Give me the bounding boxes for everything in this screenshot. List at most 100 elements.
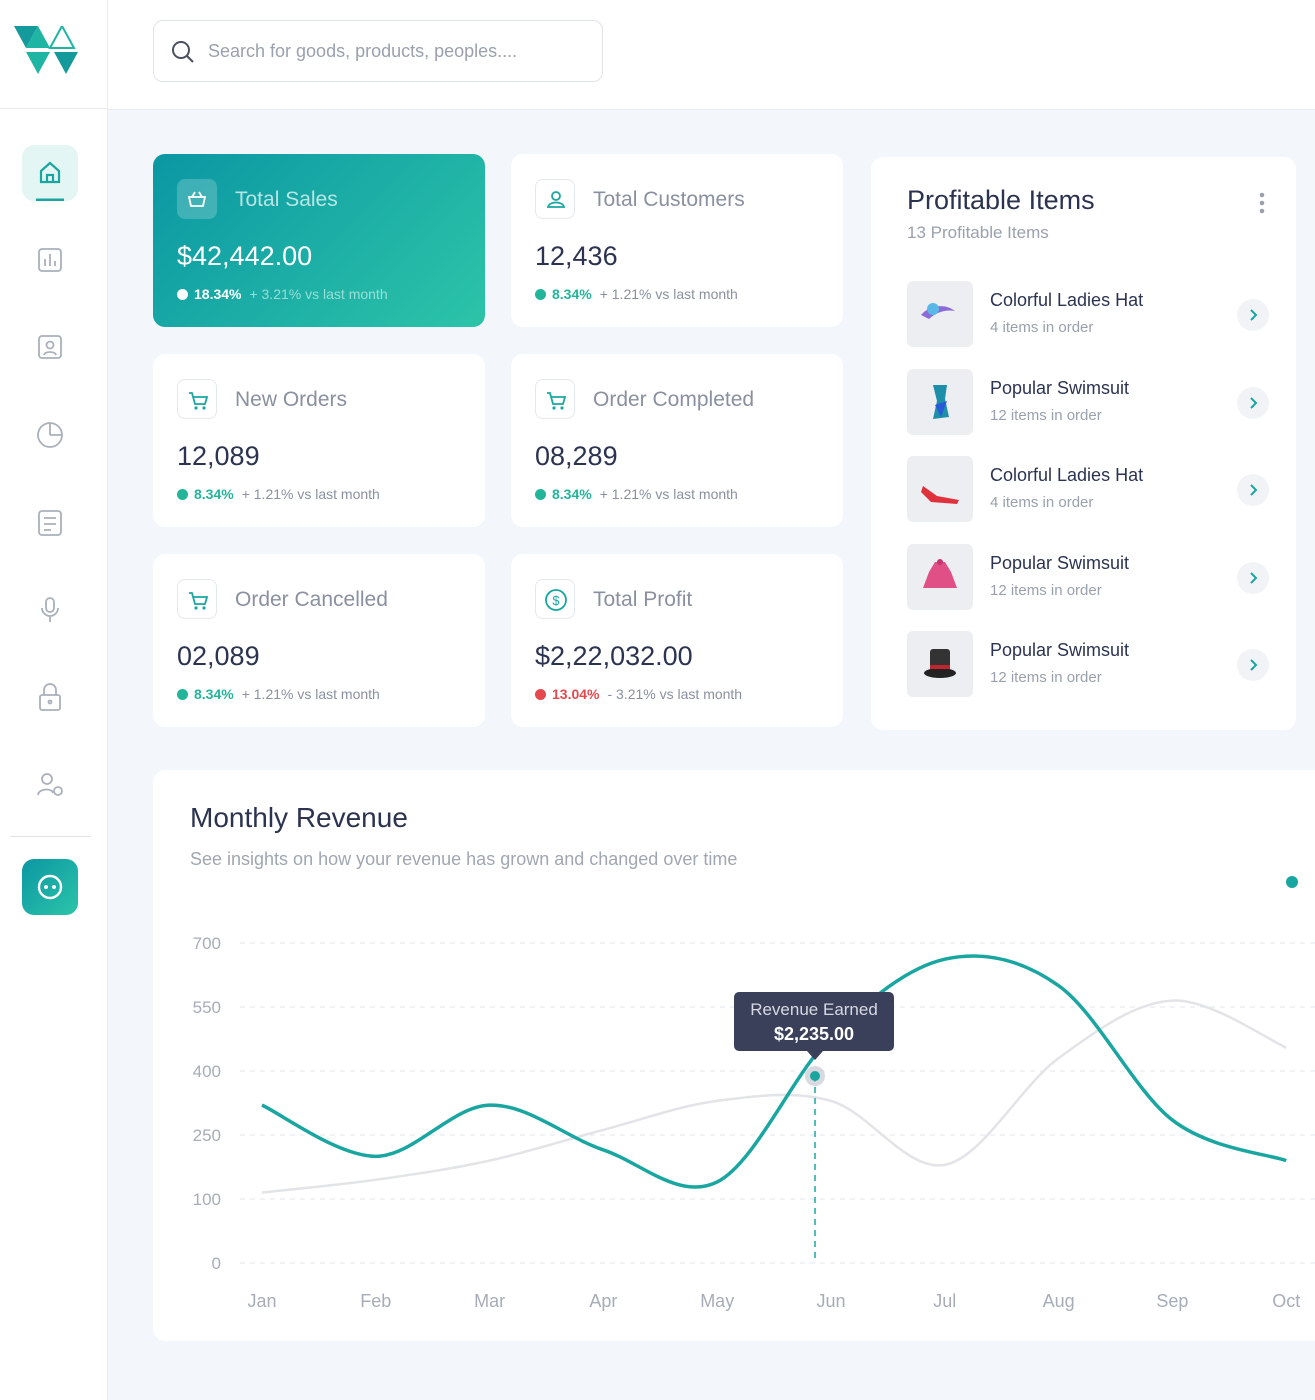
card-change-row: 13.04% - 3.21% vs last month [535, 686, 742, 702]
search-box[interactable]: Search for goods, products, peoples.... [153, 20, 603, 82]
tooltip-title: Revenue Earned [750, 1000, 878, 1019]
tooltip-marker [810, 1071, 820, 1081]
item-row[interactable]: Colorful Ladies Hat 4 items in order [907, 281, 1269, 347]
card-note: + 1.21% vs last month [599, 286, 738, 302]
item-row[interactable]: Popular Swimsuit 12 items in order [907, 631, 1269, 697]
x-tick-label: Mar [474, 1291, 505, 1311]
item-thumb [907, 281, 973, 347]
y-tick-label: 0 [212, 1254, 221, 1273]
stat-card[interactable]: Total Sales $42,442.00 18.34% + 3.21% vs la… [153, 154, 485, 327]
legend-swatch [1286, 876, 1298, 888]
menu-button[interactable] [1257, 191, 1267, 217]
card-icon [535, 379, 575, 419]
card-value: 08,289 [535, 441, 618, 471]
item-name: Colorful Ladies Hat [990, 290, 1144, 310]
item-name: Colorful Ladies Hat [990, 465, 1144, 485]
card-title: Order Completed [593, 388, 755, 411]
card-icon [535, 179, 575, 219]
tooltip-pointer [807, 1051, 823, 1060]
y-tick-label: 400 [193, 1062, 221, 1081]
item-note: 12 items in order [990, 581, 1102, 599]
x-tick-label: Oct [1272, 1291, 1300, 1311]
search-placeholder: Search for goods, products, peoples.... [208, 41, 518, 61]
card-icon: $ [535, 579, 575, 619]
stat-card[interactable]: Total Customers 12,436 8.34% + 1.21% vs las… [511, 154, 843, 327]
logo [14, 26, 78, 74]
item-name: Popular Swimsuit [990, 640, 1130, 660]
x-tick-label: Jun [816, 1291, 845, 1311]
card-note: + 3.21% vs last month [249, 286, 388, 302]
card-value: $42,442.00 [177, 241, 313, 271]
item-note: 12 items in order [990, 406, 1102, 424]
svg-text:$: $ [552, 593, 560, 608]
panel-subtitle: 13 Profitable Items [907, 223, 1049, 242]
y-tick-label: 550 [193, 998, 221, 1017]
nav-icons[interactable] [36, 245, 66, 845]
y-tick-label: 250 [193, 1126, 221, 1145]
card-icon [177, 379, 217, 419]
item-arrow[interactable] [1237, 474, 1269, 506]
item-thumb [907, 368, 973, 435]
change-dot [535, 489, 546, 500]
change-dot [177, 689, 188, 700]
card-icon [177, 579, 217, 619]
stat-card[interactable]: $ Total Profit $2,22,032.00 13.04% - 3.21% v… [511, 554, 843, 727]
card-change-row: 8.34% + 1.21% vs last month [535, 486, 738, 502]
revenue-panel: Monthly Revenue See insights on how your… [153, 770, 1315, 1341]
card-change: 8.34% [552, 286, 592, 302]
card-change: 8.34% [194, 486, 234, 502]
change-dot [535, 289, 546, 300]
card-title: Total Customers [593, 188, 745, 211]
card-value: 12,089 [177, 441, 260, 471]
card-note: + 1.21% vs last month [241, 686, 380, 702]
card-change: 13.04% [552, 686, 600, 702]
item-row[interactable]: Popular Swimsuit 12 items in order [907, 368, 1269, 435]
stat-card[interactable]: New Orders 12,089 8.34% + 1.21% vs last mon… [153, 354, 485, 527]
x-tick-label: Apr [589, 1291, 617, 1311]
y-tick-label: 100 [193, 1190, 221, 1209]
change-dot [177, 489, 188, 500]
x-tick-label: Jan [247, 1291, 276, 1311]
item-row[interactable]: Colorful Ladies Hat 4 items in order [907, 456, 1269, 522]
card-change: 8.34% [194, 686, 234, 702]
item-name: Popular Swimsuit [990, 377, 1130, 398]
item-note: 12 items in order [990, 669, 1102, 686]
stat-card[interactable]: Order Completed 08,289 8.34% + 1.21% vs las… [511, 354, 843, 527]
sidebar [0, 0, 108, 1400]
item-thumb [907, 631, 973, 697]
card-note: + 1.21% vs last month [241, 486, 380, 502]
item-arrow[interactable] [1237, 386, 1269, 419]
stat-card[interactable]: Order Cancelled 02,089 8.34% + 1.21% vs las… [153, 554, 485, 727]
item-row[interactable]: Popular Swimsuit 12 items in order [907, 543, 1269, 610]
x-tick-label: Aug [1043, 1291, 1075, 1311]
support-button[interactable] [22, 859, 78, 915]
panel-title: Profitable Items [907, 185, 1095, 215]
item-thumb [907, 456, 973, 522]
card-value: 02,089 [177, 641, 260, 671]
item-thumb [907, 543, 973, 610]
card-change: 8.34% [552, 486, 592, 502]
chart: 0 100 250 400 550 700 Jan Feb Mar Apr May Jun Jul Aug… [193, 876, 1315, 1311]
card-title: Total Sales [235, 188, 338, 211]
x-tick-label: Sep [1156, 1291, 1188, 1311]
x-tick-label: May [700, 1291, 734, 1311]
chart-subtitle: See insights on how your revenue has gro… [190, 849, 738, 869]
card-value: $2,22,032.00 [535, 641, 693, 671]
item-note: 4 items in order [990, 319, 1094, 336]
item-arrow[interactable] [1237, 299, 1269, 331]
card-icon [177, 179, 217, 219]
x-tick-label: Feb [360, 1291, 391, 1311]
nav-home[interactable] [22, 145, 78, 202]
tooltip [734, 992, 894, 1051]
card-value: 12,436 [535, 241, 618, 271]
item-note: 4 items in order [990, 494, 1094, 511]
item-arrow[interactable] [1237, 649, 1269, 681]
card-title: Total Profit [593, 588, 693, 611]
card-change-row: 8.34% + 1.21% vs last month [177, 686, 380, 702]
item-arrow[interactable] [1237, 561, 1269, 594]
item-name: Popular Swimsuit [990, 552, 1130, 573]
series-line [261, 954, 1287, 1189]
y-tick-label: 700 [193, 934, 221, 953]
change-dot [535, 689, 546, 700]
